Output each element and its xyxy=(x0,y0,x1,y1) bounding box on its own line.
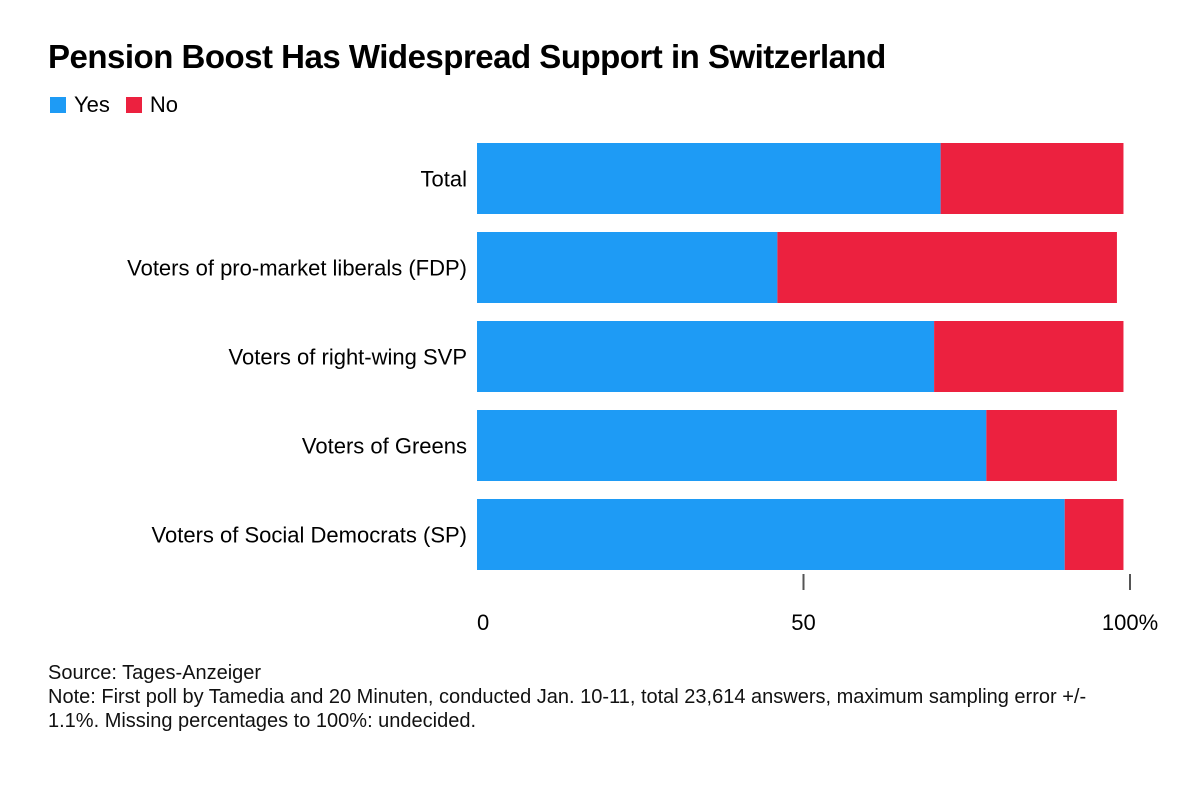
x-tick-label: 50 xyxy=(791,610,815,635)
category-label: Voters of Social Democrats (SP) xyxy=(152,523,467,548)
bar-no xyxy=(777,232,1117,303)
bar-no xyxy=(934,321,1124,392)
footer: Source: Tages-Anzeiger Note: First poll … xyxy=(48,661,1128,733)
x-tick-label: 0 xyxy=(477,610,489,635)
legend-item-yes: Yes xyxy=(50,92,110,118)
category-label: Voters of right-wing SVP xyxy=(229,345,467,370)
chart-title: Pension Boost Has Widespread Support in … xyxy=(48,38,886,75)
bar-yes xyxy=(477,321,935,392)
category-label: Total xyxy=(421,167,467,192)
legend-label-no: No xyxy=(149,92,179,117)
legend-swatch-no xyxy=(125,97,142,113)
legend: Yes No xyxy=(50,92,194,118)
bar-no xyxy=(1064,499,1124,570)
category-label: Voters of pro-market liberals (FDP) xyxy=(127,256,467,281)
x-tick-label: 100% xyxy=(1102,610,1158,635)
bar-no xyxy=(986,410,1117,481)
note-text: Note: First poll by Tamedia and 20 Minut… xyxy=(48,686,1087,732)
legend-item-no: No xyxy=(125,92,179,118)
bar-chart: Total Voters of pro-market liberals (FDP)… xyxy=(127,143,1158,635)
bar-yes xyxy=(477,410,987,481)
bar-no xyxy=(940,143,1124,214)
bar-yes xyxy=(477,143,941,214)
category-label: Voters of Greens xyxy=(302,434,467,459)
legend-label-yes: Yes xyxy=(74,92,110,117)
bar-yes xyxy=(477,232,778,303)
bar-yes xyxy=(477,499,1065,570)
legend-swatch-yes xyxy=(50,97,66,113)
source-text: Source: Tages-Anzeiger xyxy=(48,662,262,684)
